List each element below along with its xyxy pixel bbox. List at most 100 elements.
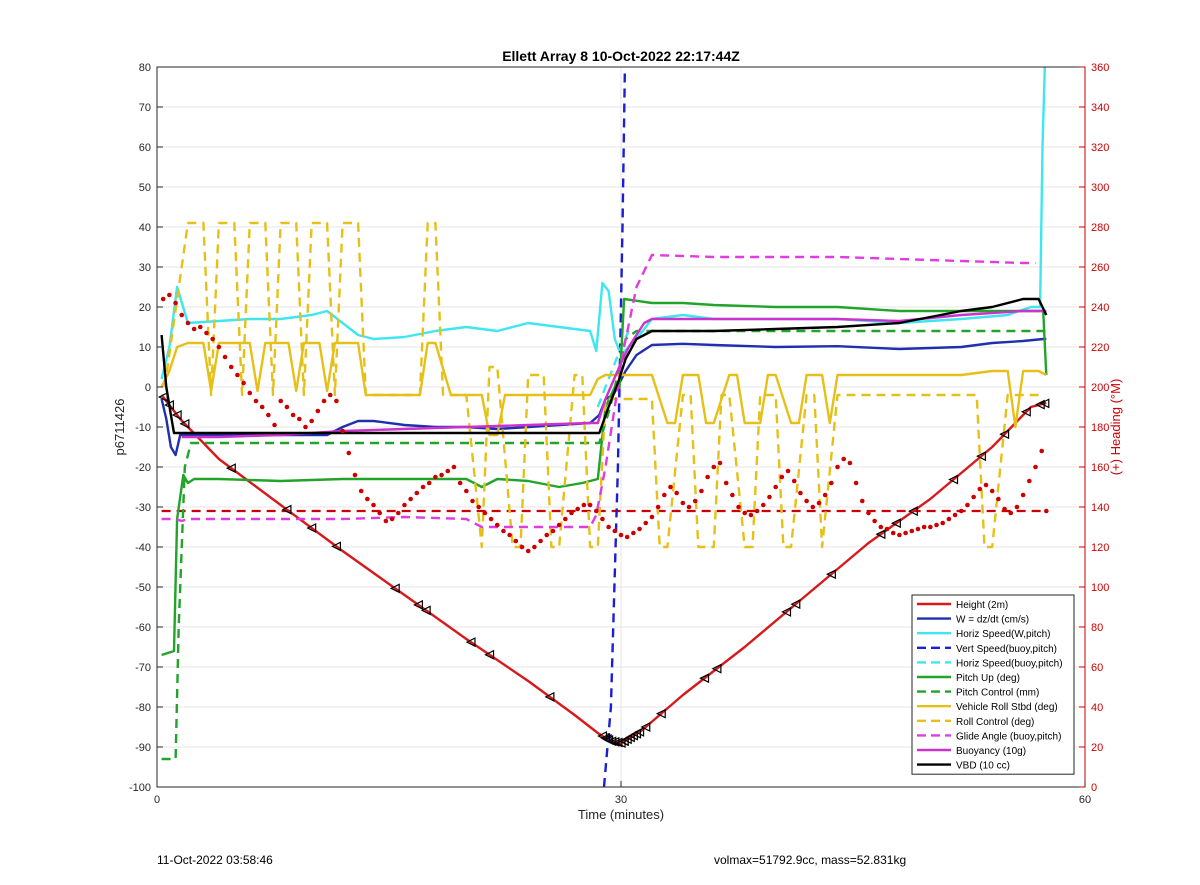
y-tick-label: -70 <box>135 662 151 674</box>
heading-point <box>532 544 537 550</box>
y-tick-label: -30 <box>135 502 151 514</box>
heading-point <box>513 538 519 544</box>
y2-tick-label: 20 <box>1091 742 1103 754</box>
heading-point <box>730 492 735 498</box>
legend-label: Vert Speed(buoy,pitch) <box>956 644 1057 655</box>
heading-point <box>1020 492 1026 498</box>
heading-point <box>414 490 420 496</box>
y-tick-label: -60 <box>135 622 151 634</box>
height-marker <box>948 474 959 485</box>
height-marker <box>157 392 168 402</box>
series-line-height-2m <box>160 394 1047 745</box>
heading-point <box>371 502 376 508</box>
heading-point <box>334 398 339 404</box>
height-marker <box>826 569 836 580</box>
heading-point <box>266 412 271 418</box>
heading-point <box>1044 508 1049 514</box>
y-tick-label: 40 <box>139 222 151 234</box>
y2-tick-label: 80 <box>1091 622 1103 634</box>
y2-tick-label: 120 <box>1091 542 1109 554</box>
heading-point <box>581 502 587 508</box>
heading-point <box>723 480 729 486</box>
height-marker <box>1020 406 1031 417</box>
heading-point <box>309 418 314 424</box>
heading-point <box>791 478 797 484</box>
height-marker <box>640 722 651 732</box>
y2-axis-label: (+) Heading (°M) <box>1108 379 1123 476</box>
series-line-vbd-10-cc <box>160 297 1048 435</box>
heading-point <box>507 532 512 538</box>
heading-point <box>940 520 946 526</box>
heading-point <box>989 488 995 494</box>
heading-point <box>822 492 828 498</box>
heading-point <box>352 472 358 478</box>
y-tick-label: 30 <box>139 262 151 274</box>
heading-point <box>389 516 395 522</box>
y-tick-label: -100 <box>129 782 151 794</box>
heading-point <box>519 544 525 550</box>
heading-point <box>847 460 853 466</box>
legend-label: Pitch Up (deg) <box>956 673 1020 684</box>
legend-label: Height (2m) <box>956 600 1008 611</box>
height-marker <box>465 637 476 648</box>
y-tick-label: 50 <box>139 182 151 194</box>
heading-point <box>705 474 710 480</box>
y2-tick-label: 220 <box>1091 342 1109 354</box>
legend-label: Vehicle Roll Stbd (deg) <box>956 702 1058 713</box>
heading-point <box>377 510 383 516</box>
x-tick-label: 0 <box>154 794 160 806</box>
height-marker <box>420 605 431 616</box>
height-marker <box>999 429 1010 440</box>
height-marker <box>711 663 722 674</box>
heading-point <box>569 510 574 516</box>
heading-point <box>321 398 327 404</box>
heading-point <box>216 344 222 350</box>
heading-point <box>946 516 952 522</box>
series-line-vehicle-roll-stbd-deg <box>160 341 1047 437</box>
heading-point <box>179 312 185 318</box>
heading-point <box>210 336 215 342</box>
heading-point <box>612 528 618 534</box>
heading-point <box>315 408 321 414</box>
heading-point <box>773 484 778 490</box>
height-markers <box>157 392 1050 748</box>
legend-label: Horiz Speed(buoy,pitch) <box>956 658 1063 669</box>
height-marker <box>655 708 666 719</box>
heading-point <box>928 524 933 530</box>
y-tick-label: -80 <box>135 702 151 714</box>
height-marker <box>179 418 190 429</box>
height-marker <box>781 606 792 617</box>
heading-point <box>686 504 692 510</box>
heading-point <box>890 530 896 536</box>
heading-point <box>278 398 284 404</box>
heading-point <box>835 464 840 470</box>
heading-point <box>736 504 741 510</box>
heading-point <box>798 490 803 496</box>
heading-point <box>439 472 444 478</box>
axes: -100-90-80-70-60-50-40-30-20-10010203040… <box>129 62 1109 806</box>
heading-point <box>247 390 253 396</box>
y2-tick-label: 320 <box>1091 142 1109 154</box>
heading-point <box>624 534 630 540</box>
heading-point <box>897 532 902 538</box>
y2-tick-label: 40 <box>1091 702 1103 714</box>
legend-label: Buoyancy (10g) <box>956 746 1026 757</box>
heading-point <box>915 526 921 532</box>
heading-point <box>296 416 302 422</box>
heading-point <box>965 502 970 508</box>
y2-tick-label: 160 <box>1091 462 1109 474</box>
heading-point <box>674 490 679 496</box>
heading-point <box>593 508 599 514</box>
heading-point <box>408 496 413 502</box>
y2-tick-label: 140 <box>1091 502 1109 514</box>
heading-point <box>191 326 197 332</box>
heading-point <box>717 460 723 466</box>
heading-point <box>884 526 890 532</box>
series-group <box>160 66 1048 788</box>
heading-point <box>365 496 370 502</box>
height-marker <box>1039 398 1050 409</box>
heading-point <box>340 428 345 434</box>
heading-point <box>1033 464 1038 470</box>
height-marker <box>413 599 423 610</box>
y-tick-label: 60 <box>139 142 151 154</box>
